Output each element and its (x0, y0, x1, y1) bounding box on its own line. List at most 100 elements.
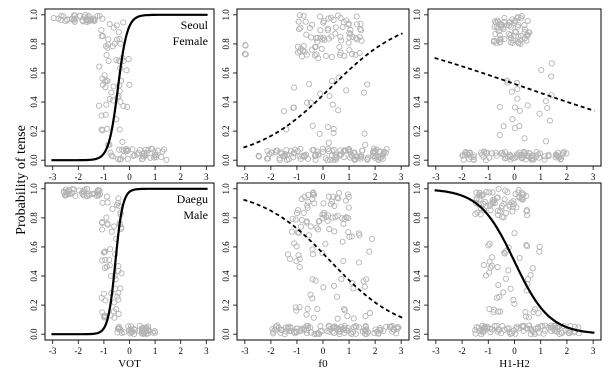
data-point (481, 207, 488, 214)
data-point (268, 149, 275, 156)
y-tick-label: 1.0 (412, 183, 422, 195)
data-point (311, 191, 318, 198)
data-point (340, 220, 347, 227)
data-point (303, 311, 310, 318)
data-point (514, 95, 521, 102)
data-point (524, 212, 531, 219)
fitted-curve (51, 187, 208, 336)
data-point (319, 148, 327, 155)
data-point (524, 17, 531, 24)
data-point (342, 327, 350, 334)
panel-frame (427, 8, 602, 167)
data-point (512, 330, 519, 337)
data-point (330, 129, 337, 136)
data-point (459, 152, 466, 159)
y-tick-label: 0.4 (221, 270, 231, 282)
data-point (548, 60, 555, 67)
data-point (104, 77, 111, 84)
data-point (357, 27, 365, 34)
data-point (493, 152, 500, 159)
data-point (334, 12, 342, 19)
x-tick-label: -2 (458, 346, 466, 356)
data-point (375, 330, 382, 337)
data-point (129, 146, 136, 153)
data-point (509, 208, 516, 215)
data-point (72, 192, 79, 199)
data-point (318, 45, 325, 52)
data-point (508, 88, 515, 95)
data-point (364, 81, 371, 88)
x-tick-label: -3 (241, 172, 249, 182)
data-point (305, 199, 312, 206)
data-point (347, 26, 354, 33)
data-point (506, 203, 513, 210)
data-point (102, 256, 109, 263)
data-point (548, 327, 555, 334)
data-point (333, 152, 340, 159)
data-point (62, 186, 69, 193)
data-point (466, 155, 473, 163)
data-point (310, 146, 317, 153)
data-point (346, 233, 353, 240)
data-point (307, 223, 314, 230)
data-point (497, 38, 504, 45)
x-tick-label: -3 (49, 346, 57, 356)
data-point (110, 83, 117, 90)
y-tick-label: 0.2 (412, 125, 422, 136)
data-point (109, 97, 117, 104)
data-point (309, 122, 316, 129)
data-point (485, 242, 492, 249)
data-point (346, 34, 353, 41)
data-point (353, 323, 360, 330)
data-point (113, 201, 121, 209)
data-point (123, 67, 130, 74)
data-point (487, 329, 494, 336)
data-point (358, 152, 365, 159)
data-point (497, 35, 504, 42)
data-point (307, 99, 314, 106)
data-point (477, 149, 485, 156)
x-tick-label: 1 (347, 172, 352, 182)
data-point (119, 146, 126, 153)
data-point (84, 185, 91, 193)
data-point (345, 39, 352, 46)
data-point (521, 152, 528, 159)
data-point (507, 39, 514, 46)
data-point (79, 191, 86, 198)
data-point (90, 15, 97, 22)
data-point (126, 81, 133, 88)
x-tick-label: 0 (512, 346, 517, 356)
data-point (473, 189, 480, 196)
x-tick-label: -2 (267, 346, 275, 356)
data-point (535, 154, 543, 161)
data-point (511, 125, 518, 132)
data-point (476, 189, 483, 196)
data-point (500, 123, 507, 130)
data-point (95, 187, 102, 194)
x-tick-label: 1 (347, 346, 352, 356)
data-point (91, 16, 98, 23)
data-point (522, 308, 529, 316)
data-point (325, 145, 332, 152)
data-point (301, 193, 308, 200)
data-point (292, 304, 299, 311)
data-point (312, 34, 320, 42)
data-point (348, 50, 356, 57)
data-point (536, 110, 543, 117)
data-point (315, 226, 322, 233)
data-point (512, 29, 520, 36)
data-point (310, 314, 317, 321)
y-tick-label: 0.8 (29, 212, 39, 224)
data-point (332, 214, 339, 221)
data-point (478, 191, 485, 198)
data-point (115, 310, 122, 317)
data-point (136, 146, 144, 153)
data-point (316, 13, 324, 20)
data-point (242, 42, 249, 49)
data-point (332, 30, 339, 37)
data-point (290, 150, 297, 157)
data-point (347, 154, 354, 161)
x-tick-label: 2 (373, 172, 378, 182)
data-point (336, 326, 343, 333)
data-point (315, 151, 322, 158)
